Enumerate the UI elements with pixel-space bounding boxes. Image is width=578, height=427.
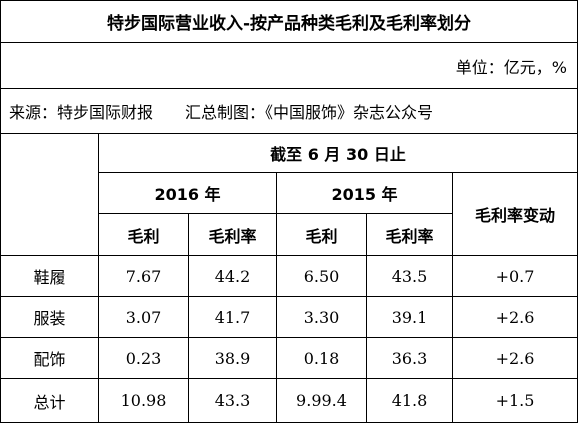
metric-header: 毛利 xyxy=(276,213,367,256)
year-header: 2015 年 xyxy=(276,172,453,214)
unit-note: 单位：亿元，% xyxy=(0,42,578,89)
table-row: 配饰 0.23 38.9 0.18 36.3 +2.6 xyxy=(0,337,578,379)
table-cell: 0.18 xyxy=(276,337,367,379)
change-header: 毛利率变动 xyxy=(452,172,578,256)
year-header: 2016 年 xyxy=(98,172,277,214)
metric-header: 毛利率 xyxy=(188,213,277,256)
table-cell: 3.07 xyxy=(98,296,189,338)
period-header: 截至 6 月 30 日止 xyxy=(98,133,578,173)
metric-header: 毛利 xyxy=(98,213,189,256)
source-label: 来源：特步国际财报 xyxy=(9,103,154,122)
table-row: 总计 10.98 43.3 9.99.4 41.8 +1.5 xyxy=(0,378,578,423)
table-title: 特步国际营业收入-按产品种类毛利及毛利率划分 xyxy=(0,0,578,43)
corner-cell xyxy=(0,133,99,256)
row-label: 鞋履 xyxy=(0,255,99,297)
table-cell: +2.6 xyxy=(452,337,578,379)
row-label: 配饰 xyxy=(0,337,99,379)
table-cell: 41.8 xyxy=(366,378,453,423)
metric-header: 毛利率 xyxy=(366,213,453,256)
table-row: 服装 3.07 41.7 3.30 39.1 +2.6 xyxy=(0,296,578,338)
row-label: 服装 xyxy=(0,296,99,338)
table-cell: 10.98 xyxy=(98,378,189,423)
source-note: 来源：特步国际财报 汇总制图：《中国服饰》杂志公众号 xyxy=(0,88,578,134)
table-cell: +1.5 xyxy=(452,378,578,423)
table-cell: 43.5 xyxy=(366,255,453,297)
table-cell: 6.50 xyxy=(276,255,367,297)
table-cell: 0.23 xyxy=(98,337,189,379)
table-row: 鞋履 7.67 44.2 6.50 43.5 +0.7 xyxy=(0,255,578,297)
table-cell: 3.30 xyxy=(276,296,367,338)
table-cell: 7.67 xyxy=(98,255,189,297)
table-cell: +0.7 xyxy=(452,255,578,297)
table-cell: 39.1 xyxy=(366,296,453,338)
table-cell: 36.3 xyxy=(366,337,453,379)
table-body: 鞋履 7.67 44.2 6.50 43.5 +0.7 服装 3.07 41.7 3.30 39.1… xyxy=(0,255,578,423)
source-credit: 汇总制图：《中国服饰》杂志公众号 xyxy=(185,103,434,122)
table-cell: 43.3 xyxy=(188,378,277,423)
table-cell: 9.99.4 xyxy=(276,378,367,423)
table-cell: 38.9 xyxy=(188,337,277,379)
row-label: 总计 xyxy=(0,378,99,423)
table-cell: +2.6 xyxy=(452,296,578,338)
table-cell: 44.2 xyxy=(188,255,277,297)
table-cell: 41.7 xyxy=(188,296,277,338)
